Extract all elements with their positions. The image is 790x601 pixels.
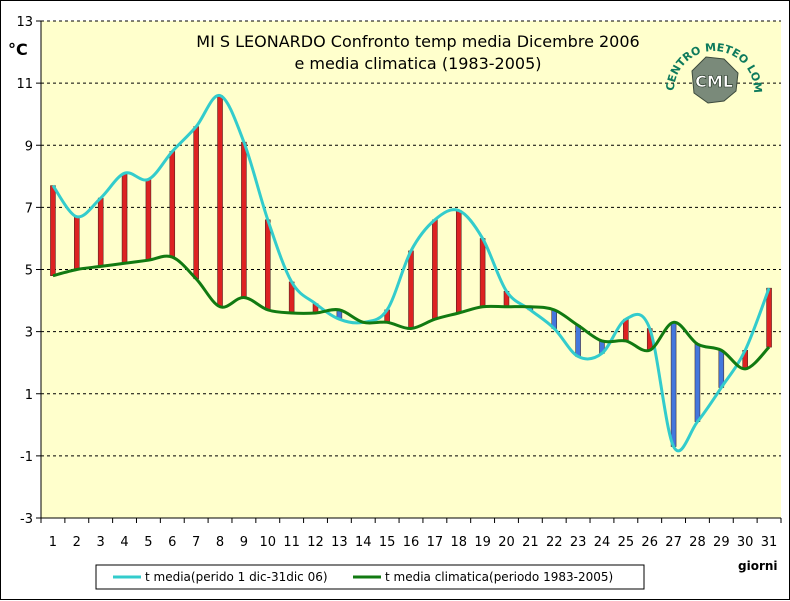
difference-bar bbox=[97, 197, 104, 267]
y-tick-label: 1 bbox=[25, 388, 33, 403]
y-tick-label: -3 bbox=[20, 512, 33, 527]
difference-bar bbox=[169, 151, 176, 258]
difference-bar bbox=[432, 219, 438, 320]
y-axis-label: °C bbox=[8, 40, 28, 59]
difference-bar bbox=[670, 322, 677, 447]
x-tick-label: 1 bbox=[49, 535, 57, 550]
chart-subtitle: e media climatica (1983-2005) bbox=[294, 54, 541, 73]
difference-bar bbox=[575, 325, 581, 357]
lombardy-map-icon bbox=[691, 56, 739, 104]
x-tick-label: 14 bbox=[355, 535, 372, 550]
x-tick-label: 28 bbox=[689, 535, 706, 550]
series-line-t-media-climatica bbox=[52, 254, 771, 371]
y-tick-label: 9 bbox=[25, 139, 33, 154]
difference-bar bbox=[217, 95, 223, 308]
x-tick-label: 20 bbox=[498, 535, 515, 550]
difference-bar bbox=[121, 172, 128, 264]
logo-badge: CML bbox=[695, 72, 733, 91]
axes bbox=[36, 20, 782, 523]
x-tick-label: 23 bbox=[570, 535, 587, 550]
x-tick-label: 5 bbox=[144, 535, 152, 550]
legend-label-t-media-climatica: t media climatica(periodo 1983-2005) bbox=[385, 570, 613, 584]
series-lines bbox=[51, 94, 771, 453]
x-tick-label: 31 bbox=[761, 535, 778, 550]
x-tick-label: 13 bbox=[331, 535, 348, 550]
x-tick-label: 2 bbox=[73, 535, 81, 550]
x-tick-label: 30 bbox=[737, 535, 754, 550]
y-tick-label: -1 bbox=[20, 450, 33, 465]
x-tick-label: 19 bbox=[474, 535, 491, 550]
x-tick-label: 7 bbox=[192, 535, 200, 550]
x-tick-label: 25 bbox=[618, 535, 635, 550]
x-tick-label: 21 bbox=[522, 535, 539, 550]
difference-bar bbox=[193, 126, 199, 280]
difference-bar bbox=[479, 238, 486, 308]
x-tick-label: 4 bbox=[120, 535, 128, 550]
difference-bar bbox=[265, 219, 271, 311]
difference-bar bbox=[455, 210, 462, 314]
x-tick-label: 10 bbox=[260, 535, 277, 550]
chart-title: MI S LEONARDO Confronto temp media Dicem… bbox=[196, 32, 639, 51]
legend-label-t-media: t media(perido 1 dic-31dic 06) bbox=[145, 570, 328, 584]
x-tick-label: 15 bbox=[379, 535, 396, 550]
x-tick-label: 24 bbox=[594, 535, 611, 550]
difference-bar bbox=[145, 179, 152, 261]
x-tick-label: 12 bbox=[307, 535, 324, 550]
x-tick-label: 29 bbox=[713, 535, 730, 550]
difference-bar bbox=[74, 216, 80, 270]
y-tick-label: 13 bbox=[16, 15, 33, 30]
x-tick-label: 27 bbox=[665, 535, 682, 550]
difference-bar bbox=[694, 343, 701, 422]
x-tick-label: 16 bbox=[403, 535, 420, 550]
difference-bar bbox=[718, 350, 725, 388]
x-tick-label: 17 bbox=[427, 535, 444, 550]
difference-bar bbox=[241, 141, 247, 298]
y-tick-label: 5 bbox=[25, 264, 33, 279]
x-axis-label: giorni bbox=[738, 559, 778, 573]
x-tick-label: 11 bbox=[283, 535, 300, 550]
x-tick-label: 18 bbox=[450, 535, 467, 550]
y-tick-label: 11 bbox=[16, 77, 33, 92]
x-tick-label: 3 bbox=[97, 535, 105, 550]
y-tick-label: 3 bbox=[25, 326, 33, 341]
difference-bars bbox=[50, 95, 772, 447]
x-tick-label: 6 bbox=[168, 535, 176, 550]
y-tick-label: 7 bbox=[25, 201, 33, 216]
x-tick-label: 8 bbox=[216, 535, 224, 550]
legend: t media(perido 1 dic-31dic 06) t media c… bbox=[95, 564, 645, 590]
x-tick-label: 26 bbox=[641, 535, 658, 550]
x-tick-label: 9 bbox=[240, 535, 248, 550]
x-tick-label: 22 bbox=[546, 535, 563, 550]
difference-bar bbox=[50, 185, 56, 276]
difference-bar bbox=[408, 250, 414, 329]
series-line-t-media bbox=[51, 94, 771, 453]
